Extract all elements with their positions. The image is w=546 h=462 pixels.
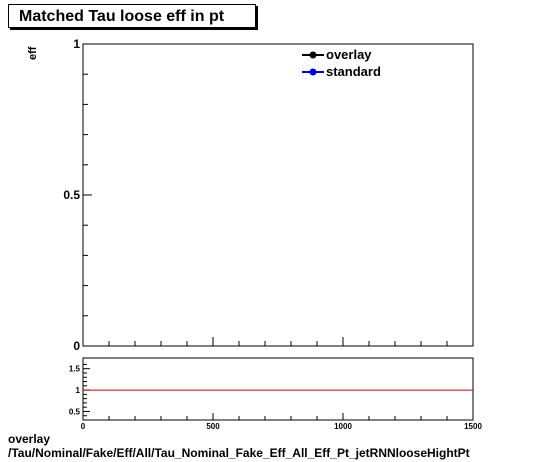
legend-label-standard: standard	[326, 64, 381, 79]
ratio-x-tick-label: 1500	[464, 422, 482, 431]
legend-label-overlay: overlay	[326, 47, 372, 62]
footer-path: /Tau/Nominal/Fake/Eff/All/Tau_Nominal_Fa…	[8, 446, 470, 460]
chart-title-box: Matched Tau loose eff in pt	[8, 4, 256, 28]
legend-marker-standard	[309, 68, 317, 76]
main-y-tick-label: 0.5	[63, 188, 80, 202]
main-plot-frame	[82, 43, 474, 347]
ratio-x-tick-label: 0	[81, 422, 86, 431]
ratio-y-tick-label: 1	[76, 386, 81, 395]
footer-label: overlay	[8, 432, 51, 446]
ratio-x-tick-label: 500	[206, 422, 220, 431]
legend-marker-overlay	[309, 51, 317, 59]
ratio-y-tick-label: 1.5	[69, 365, 81, 374]
main-y-tick-label: 0	[73, 339, 80, 353]
legend: overlay standard	[302, 47, 381, 79]
ratio-plot-frame	[82, 357, 474, 421]
ratio-y-tick-label: 0.5	[69, 407, 81, 416]
chart-title: Matched Tau loose eff in pt	[19, 8, 225, 25]
ratio-x-tick-label: 1000	[334, 422, 352, 431]
main-y-tick-label: 1	[73, 37, 80, 51]
